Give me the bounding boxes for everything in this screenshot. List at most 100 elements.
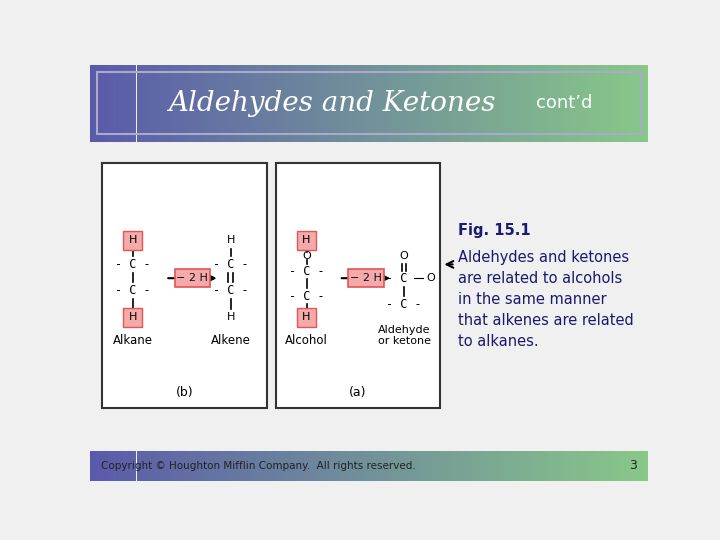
Bar (464, 65, 466, 141)
Bar (244, 65, 246, 141)
Bar (138, 451, 140, 481)
Bar (207, 65, 209, 141)
FancyBboxPatch shape (174, 269, 210, 287)
Bar (546, 65, 548, 141)
Bar (99, 451, 101, 481)
Bar (230, 65, 231, 141)
Bar (436, 451, 438, 481)
Bar (183, 65, 185, 141)
Bar (239, 65, 240, 141)
Bar (129, 451, 131, 481)
Bar (204, 451, 205, 481)
Bar (164, 65, 166, 141)
Bar (432, 65, 434, 141)
Bar (585, 451, 587, 481)
Bar (202, 451, 204, 481)
Bar (364, 451, 365, 481)
Bar (323, 451, 324, 481)
Bar (137, 451, 138, 481)
Bar (151, 65, 153, 141)
Bar (579, 451, 581, 481)
Bar (386, 65, 387, 141)
Bar (215, 65, 217, 141)
Bar (594, 65, 596, 141)
Bar (237, 451, 239, 481)
Bar (263, 65, 265, 141)
Bar (110, 65, 112, 141)
Bar (103, 451, 105, 481)
Bar (218, 65, 220, 141)
Bar (243, 451, 244, 481)
Bar (467, 65, 469, 141)
Bar (590, 451, 592, 481)
Bar (271, 451, 272, 481)
Bar (445, 451, 447, 481)
Bar (488, 451, 490, 481)
Bar (577, 451, 579, 481)
Bar (620, 65, 622, 141)
Bar (276, 163, 441, 408)
Bar (233, 451, 235, 481)
Bar (616, 65, 618, 141)
Bar (518, 65, 520, 141)
Bar (280, 65, 282, 141)
Bar (361, 451, 364, 481)
Bar (185, 451, 186, 481)
Bar (228, 451, 230, 481)
Text: - C -: - C - (213, 284, 248, 297)
Bar (307, 451, 310, 481)
Bar (587, 65, 588, 141)
Bar (142, 451, 144, 481)
Bar (473, 65, 475, 141)
Bar (613, 451, 615, 481)
Bar (231, 451, 233, 481)
Bar (155, 65, 157, 141)
Bar (423, 65, 425, 141)
Bar (633, 451, 635, 481)
Bar (397, 65, 399, 141)
Bar (132, 65, 135, 141)
Bar (516, 451, 518, 481)
Bar (624, 451, 626, 481)
Text: (a): (a) (349, 386, 367, 399)
Bar (361, 65, 364, 141)
Bar (274, 451, 276, 481)
Bar (472, 65, 473, 141)
Bar (393, 65, 395, 141)
Bar (447, 451, 449, 481)
FancyBboxPatch shape (297, 231, 316, 250)
Bar (258, 65, 259, 141)
Bar (271, 65, 272, 141)
Bar (507, 451, 508, 481)
Bar (298, 451, 300, 481)
Bar (261, 451, 263, 481)
Text: Aldehydes and Ketones: Aldehydes and Ketones (168, 90, 495, 117)
Bar (302, 451, 304, 481)
Bar (392, 65, 393, 141)
Bar (635, 65, 637, 141)
Bar (97, 65, 99, 141)
Bar (101, 451, 103, 481)
Bar (512, 451, 514, 481)
Text: - C -: - C - (289, 289, 324, 302)
Bar (555, 65, 557, 141)
Bar (485, 65, 486, 141)
Bar (107, 65, 109, 141)
Bar (99, 65, 101, 141)
Bar (520, 65, 521, 141)
Bar (526, 65, 527, 141)
Bar (400, 451, 402, 481)
Bar (607, 451, 609, 481)
Bar (451, 65, 453, 141)
Bar (269, 65, 271, 141)
Bar (606, 65, 607, 141)
Bar (189, 65, 190, 141)
Bar (588, 65, 590, 141)
Bar (218, 451, 220, 481)
Bar (166, 451, 168, 481)
Bar (326, 451, 328, 481)
Bar (343, 451, 345, 481)
Bar (428, 65, 431, 141)
Bar (310, 451, 311, 481)
Bar (317, 451, 319, 481)
